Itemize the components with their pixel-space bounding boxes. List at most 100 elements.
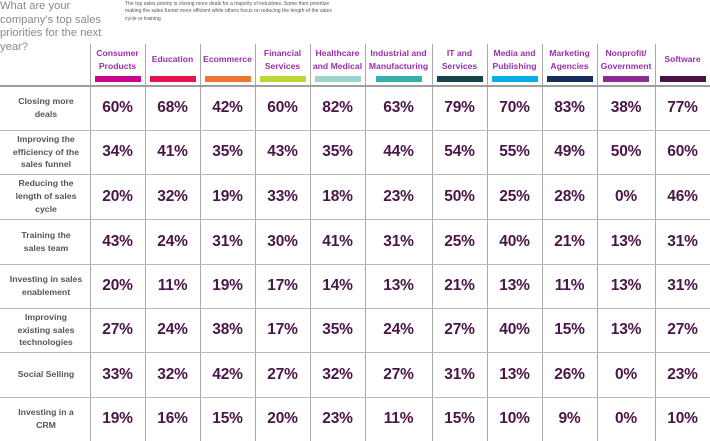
table-cell: 54% bbox=[444, 143, 475, 160]
column-header-label: Software bbox=[664, 54, 701, 65]
table-cell: 15% bbox=[554, 321, 585, 338]
table-cell: 70% bbox=[499, 99, 530, 116]
table-cell: 27% bbox=[267, 365, 298, 383]
table-cell: 43% bbox=[102, 232, 133, 250]
row-divider bbox=[0, 264, 710, 265]
table-cell: 42% bbox=[212, 365, 243, 383]
table-cell: 63% bbox=[383, 99, 414, 116]
header-rule bbox=[0, 85, 710, 87]
table-cell: 40% bbox=[499, 321, 530, 338]
table-cell: 43% bbox=[267, 143, 298, 160]
table-cell: 0% bbox=[614, 365, 637, 383]
table-cell: 31% bbox=[383, 232, 414, 250]
table-cell: 41% bbox=[322, 232, 353, 250]
column-header-label: Financial Services bbox=[263, 48, 302, 71]
column-color-bar bbox=[603, 76, 649, 82]
table-cell: 35% bbox=[322, 143, 353, 160]
column-header-label: Marketing Agencies bbox=[549, 48, 590, 71]
table-cell: 15% bbox=[444, 410, 475, 427]
table-cell: 16% bbox=[157, 410, 188, 427]
column-header-label: Healthcare and Medical bbox=[312, 48, 363, 71]
column-color-bar bbox=[375, 76, 422, 82]
column-color-bar bbox=[546, 76, 593, 82]
table-cell: 32% bbox=[157, 365, 188, 383]
table-cell: 0% bbox=[614, 410, 637, 427]
table-cell: 17% bbox=[267, 321, 298, 338]
table-cell: 13% bbox=[499, 365, 530, 383]
table-cell: 38% bbox=[610, 99, 642, 116]
table-cell: 23% bbox=[667, 365, 698, 383]
table-cell: 18% bbox=[322, 187, 353, 205]
table-cell: 60% bbox=[267, 99, 298, 116]
row-label: Social Selling bbox=[17, 369, 75, 380]
column-color-bar bbox=[259, 76, 306, 82]
table-cell: 26% bbox=[554, 365, 585, 383]
column-divider bbox=[145, 44, 146, 441]
table-cell: 77% bbox=[667, 99, 698, 116]
table-cell: 20% bbox=[267, 410, 298, 427]
column-header: Media and Publishing bbox=[487, 44, 542, 84]
column-header: Nonprofit/ Government bbox=[597, 44, 655, 84]
table-cell: 15% bbox=[212, 410, 243, 427]
table-cell: 25% bbox=[444, 232, 475, 250]
column-color-bar bbox=[659, 76, 706, 82]
column-header-label: Media and Publishing bbox=[492, 48, 537, 71]
column-header-label: Ecommerce bbox=[203, 54, 252, 65]
column-header: Industrial and Manufacturing bbox=[365, 44, 432, 84]
table-cell: 23% bbox=[383, 187, 414, 205]
table-cell: 11% bbox=[554, 277, 585, 294]
table-cell: 10% bbox=[667, 410, 698, 427]
table-cell: 31% bbox=[667, 232, 698, 250]
table-cell: 38% bbox=[212, 321, 243, 338]
table-cell: 27% bbox=[444, 321, 475, 338]
row-label: Investing in a CRM bbox=[18, 407, 74, 430]
row-label: Reducing the length of sales cycle bbox=[15, 178, 77, 214]
column-divider bbox=[432, 44, 433, 441]
row-label: Improving the efficiency of the sales fu… bbox=[12, 133, 80, 170]
column-divider bbox=[90, 44, 91, 441]
column-header: Financial Services bbox=[255, 44, 310, 84]
row-label: Investing in sales enablement bbox=[9, 274, 83, 297]
table-cell: 21% bbox=[444, 277, 475, 294]
table-cell: 44% bbox=[383, 143, 414, 160]
table-cell: 55% bbox=[499, 143, 530, 160]
table-cell: 10% bbox=[499, 410, 530, 427]
column-header-label: Consumer Products bbox=[96, 48, 139, 71]
table-cell: 41% bbox=[157, 143, 188, 160]
table-cell: 21% bbox=[554, 232, 585, 250]
table-cell: 30% bbox=[267, 232, 298, 250]
table-cell: 19% bbox=[102, 410, 133, 427]
column-divider bbox=[597, 44, 598, 441]
row-divider bbox=[0, 308, 710, 309]
table-cell: 31% bbox=[444, 365, 475, 383]
table-cell: 60% bbox=[667, 143, 698, 160]
table-cell: 24% bbox=[157, 232, 188, 250]
row-divider bbox=[0, 174, 710, 175]
table-cell: 17% bbox=[267, 277, 298, 294]
table-cell: 20% bbox=[102, 187, 133, 205]
column-color-bar bbox=[94, 76, 141, 82]
column-color-bar bbox=[149, 76, 196, 82]
column-header: Education bbox=[145, 44, 200, 84]
table-cell: 13% bbox=[610, 232, 642, 250]
column-header: Consumer Products bbox=[90, 44, 145, 84]
column-divider bbox=[310, 44, 311, 441]
column-header: IT and Services bbox=[432, 44, 487, 84]
column-header-label: Nonprofit/ Government bbox=[600, 48, 652, 71]
table-cell: 68% bbox=[157, 99, 188, 116]
survey-question: What are your company's top sales priori… bbox=[0, 0, 102, 53]
table-cell: 23% bbox=[322, 410, 353, 427]
column-divider bbox=[655, 44, 656, 441]
table-cell: 79% bbox=[444, 99, 475, 116]
table-cell: 13% bbox=[610, 321, 642, 338]
row-divider bbox=[0, 219, 710, 220]
table-cell: 14% bbox=[322, 277, 353, 294]
table-cell: 50% bbox=[610, 143, 642, 160]
column-divider bbox=[365, 44, 366, 441]
table-cell: 60% bbox=[102, 99, 133, 116]
table-cell: 24% bbox=[157, 321, 188, 338]
column-color-bar bbox=[436, 76, 483, 82]
table-cell: 13% bbox=[610, 277, 642, 294]
column-color-bar bbox=[491, 76, 538, 82]
